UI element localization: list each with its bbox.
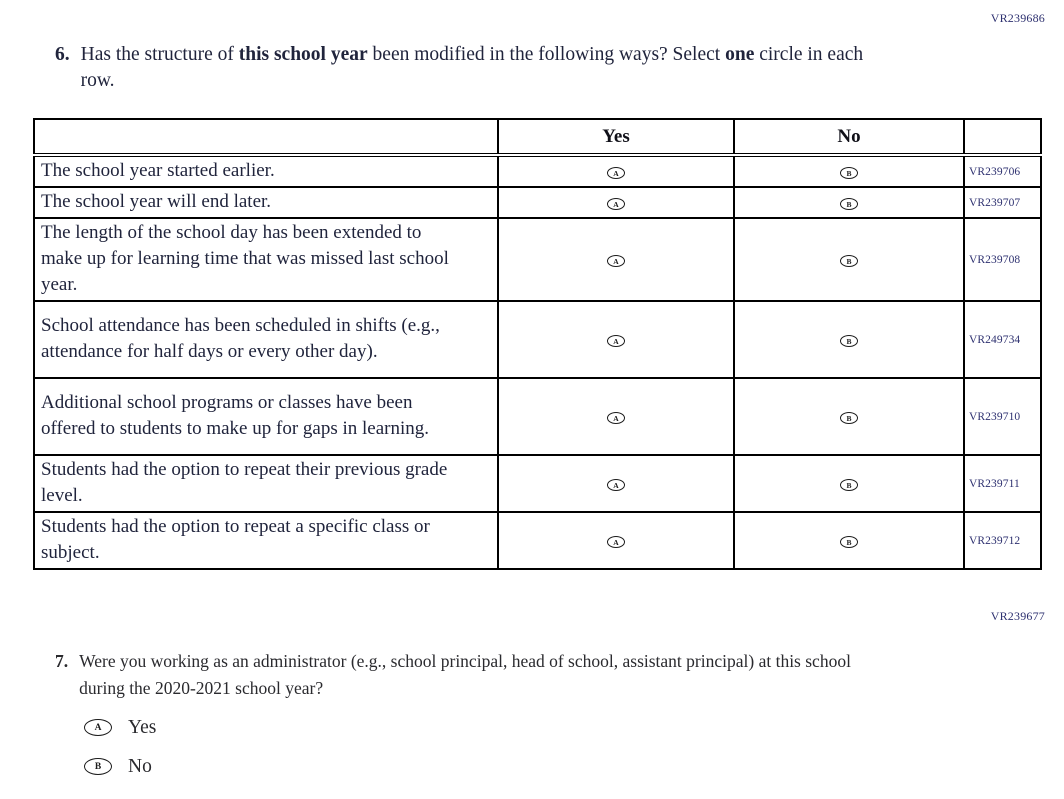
- answer-bubble-yes[interactable]: A: [607, 479, 625, 491]
- question-6-table: Yes No The school year started earlier. …: [33, 118, 1042, 570]
- no-cell: B: [733, 300, 965, 379]
- row-code: VR239710: [963, 377, 1042, 456]
- row-code: VR239712: [963, 511, 1042, 570]
- answer-bubble-b[interactable]: B: [84, 758, 112, 776]
- statement-cell: The school year started earlier.: [33, 154, 499, 188]
- no-cell: B: [733, 186, 965, 219]
- row-code: VR239707: [963, 186, 1042, 219]
- statement-cell: School attendance has been scheduled in …: [33, 300, 499, 379]
- yes-cell: A: [497, 186, 735, 219]
- answer-bubble-yes[interactable]: A: [607, 536, 625, 548]
- yes-cell: A: [497, 217, 735, 302]
- answer-bubble-yes[interactable]: A: [607, 255, 625, 267]
- yes-cell: A: [497, 511, 735, 570]
- question-6-number: 6.: [55, 44, 70, 65]
- no-cell: B: [733, 377, 965, 456]
- option-no[interactable]: B No: [84, 757, 152, 777]
- form-code-top: VR239686: [990, 11, 1045, 25]
- table-header-row: Yes No: [33, 118, 1042, 157]
- question-7: 7. Were you working as an administrator …: [55, 648, 854, 702]
- table-row: The length of the school day has been ex…: [33, 217, 1042, 302]
- question-6-text: Has the structure of this school year be…: [81, 42, 871, 94]
- q6-text-part-1: Has the structure of: [80, 44, 239, 65]
- answer-bubble-yes[interactable]: A: [607, 167, 625, 179]
- answer-bubble-yes[interactable]: A: [607, 198, 625, 210]
- option-yes-label: Yes: [128, 717, 157, 738]
- statement-cell: Students had the option to repeat their …: [33, 454, 499, 513]
- answer-bubble-yes[interactable]: A: [607, 335, 625, 347]
- statement-cell: The school year will end later.: [33, 186, 499, 219]
- question-7-text: Were you working as an administrator (e.…: [79, 651, 851, 698]
- header-statement-blank: [33, 118, 499, 157]
- statement-cell: Additional school programs or classes ha…: [33, 377, 499, 456]
- q6-bold-one: one: [725, 44, 755, 65]
- answer-bubble-no[interactable]: B: [840, 479, 858, 491]
- yes-cell: A: [497, 300, 735, 379]
- no-cell: B: [733, 154, 965, 188]
- table-row: The school year will end later. A B VR23…: [33, 186, 1042, 219]
- table-row: Students had the option to repeat their …: [33, 454, 1042, 513]
- row-code: VR239711: [963, 454, 1042, 513]
- table-row: School attendance has been scheduled in …: [33, 300, 1042, 379]
- row-code: VR239708: [963, 217, 1042, 302]
- statement-cell: Students had the option to repeat a spec…: [33, 511, 499, 570]
- yes-cell: A: [497, 154, 735, 188]
- table-row: Additional school programs or classes ha…: [33, 377, 1042, 456]
- no-cell: B: [733, 511, 965, 570]
- option-yes[interactable]: A Yes: [84, 718, 156, 738]
- answer-bubble-no[interactable]: B: [840, 255, 858, 267]
- q6-text-part-2: been modified in the following ways? Sel…: [367, 44, 726, 65]
- header-no: No: [733, 118, 965, 157]
- question-6: 6. Has the structure of this school year…: [55, 42, 871, 94]
- table-row: Students had the option to repeat a spec…: [33, 511, 1042, 570]
- table-row: The school year started earlier. A B VR2…: [33, 154, 1042, 188]
- question-7-number: 7.: [55, 651, 69, 671]
- yes-cell: A: [497, 454, 735, 513]
- no-cell: B: [733, 454, 965, 513]
- statement-cell: The length of the school day has been ex…: [33, 217, 499, 302]
- no-cell: B: [733, 217, 965, 302]
- row-code: VR239706: [963, 154, 1042, 188]
- answer-bubble-a[interactable]: A: [84, 719, 112, 737]
- form-code-bottom: VR239677: [990, 609, 1045, 623]
- answer-bubble-no[interactable]: B: [840, 536, 858, 548]
- answer-bubble-no[interactable]: B: [840, 167, 858, 179]
- answer-bubble-no[interactable]: B: [840, 412, 858, 424]
- answer-bubble-no[interactable]: B: [840, 198, 858, 210]
- row-code: VR249734: [963, 300, 1042, 379]
- answer-bubble-yes[interactable]: A: [607, 412, 625, 424]
- header-yes: Yes: [497, 118, 735, 157]
- option-no-label: No: [128, 756, 152, 777]
- q6-text-part-3: circle in each row.: [80, 44, 864, 91]
- yes-cell: A: [497, 377, 735, 456]
- q6-bold-this-school-year: this school year: [238, 44, 368, 65]
- answer-bubble-no[interactable]: B: [840, 335, 858, 347]
- header-code-blank: [963, 118, 1042, 157]
